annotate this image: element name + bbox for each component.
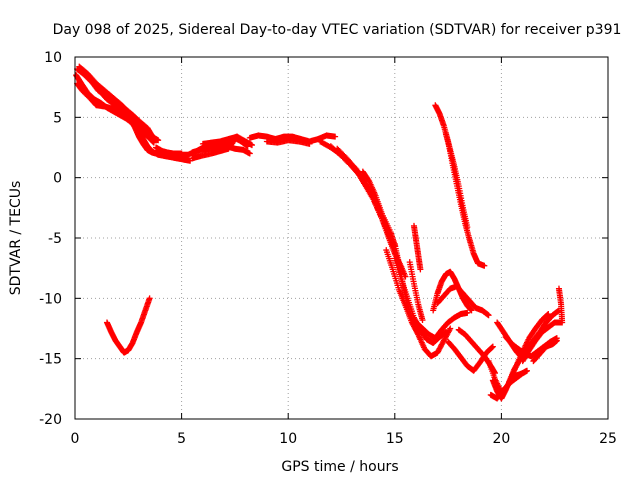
data-point xyxy=(442,329,449,336)
y-tick-label: 0 xyxy=(53,171,62,187)
x-tick-label: 20 xyxy=(492,431,510,447)
data-point xyxy=(464,309,471,316)
data-point xyxy=(446,326,453,333)
series-track-late-g xyxy=(506,367,530,384)
plot-frame xyxy=(74,56,609,420)
series-track-drop-d xyxy=(359,168,392,238)
x-tick-label: 15 xyxy=(386,431,404,447)
data-point xyxy=(417,266,424,273)
chart-title: Day 098 of 2025, Sidereal Day-to-day VTE… xyxy=(53,22,622,38)
data-point xyxy=(306,140,313,147)
x-tick-label: 5 xyxy=(177,431,186,447)
series-track-spike-a xyxy=(406,259,426,324)
data-point xyxy=(419,317,426,324)
data-point xyxy=(559,319,566,326)
data-point xyxy=(233,134,240,141)
data-point xyxy=(234,133,241,140)
y-tick-label: -15 xyxy=(39,352,62,368)
series-track-rise-b xyxy=(434,283,492,319)
x-tick-label: 0 xyxy=(71,431,80,447)
series-track-isolated xyxy=(103,295,153,356)
series-track-descent-b xyxy=(131,116,194,164)
data-point xyxy=(468,307,475,314)
data-point xyxy=(332,133,339,140)
data-point xyxy=(464,224,471,231)
series-track-drop-b xyxy=(327,143,405,270)
data-point xyxy=(481,262,488,269)
data-point xyxy=(248,142,255,149)
data-point xyxy=(447,325,454,332)
data-point xyxy=(553,337,560,344)
data-point xyxy=(417,336,424,343)
data-point xyxy=(489,343,496,350)
data-point xyxy=(519,355,526,362)
data-point xyxy=(523,367,530,374)
x-axis-label: GPS time / hours xyxy=(281,459,398,475)
data-point xyxy=(545,311,552,318)
series-track-plateau-d xyxy=(189,133,241,162)
data-point xyxy=(385,231,392,238)
data-point xyxy=(489,344,496,351)
data-point xyxy=(519,354,526,361)
series-track-rise-a xyxy=(430,268,475,314)
series-track-spike-b xyxy=(410,222,424,273)
series-track-steep-b xyxy=(442,131,471,231)
y-axis-label: SDTVAR / TECUs xyxy=(8,181,24,296)
y-tick-label: 10 xyxy=(44,50,62,66)
data-markers xyxy=(73,63,566,402)
x-tick-label: 25 xyxy=(599,431,617,447)
grid-lines xyxy=(75,57,608,419)
series-track-trough-c xyxy=(391,241,424,343)
data-point xyxy=(485,312,492,319)
y-tick-label: 5 xyxy=(53,110,62,126)
y-tick-label: -10 xyxy=(39,291,62,307)
series-track-plateau-f xyxy=(263,137,313,147)
series-track-late-h xyxy=(494,319,526,362)
y-tick-label: -5 xyxy=(48,231,62,247)
data-point xyxy=(155,137,162,144)
series-track-trough-d xyxy=(413,309,471,342)
data-point xyxy=(246,150,253,157)
series-track-end xyxy=(555,285,566,326)
series-track-late-f xyxy=(530,337,560,365)
y-tick-label: -20 xyxy=(39,412,62,428)
data-point xyxy=(146,295,153,302)
x-tick-label: 10 xyxy=(279,431,297,447)
